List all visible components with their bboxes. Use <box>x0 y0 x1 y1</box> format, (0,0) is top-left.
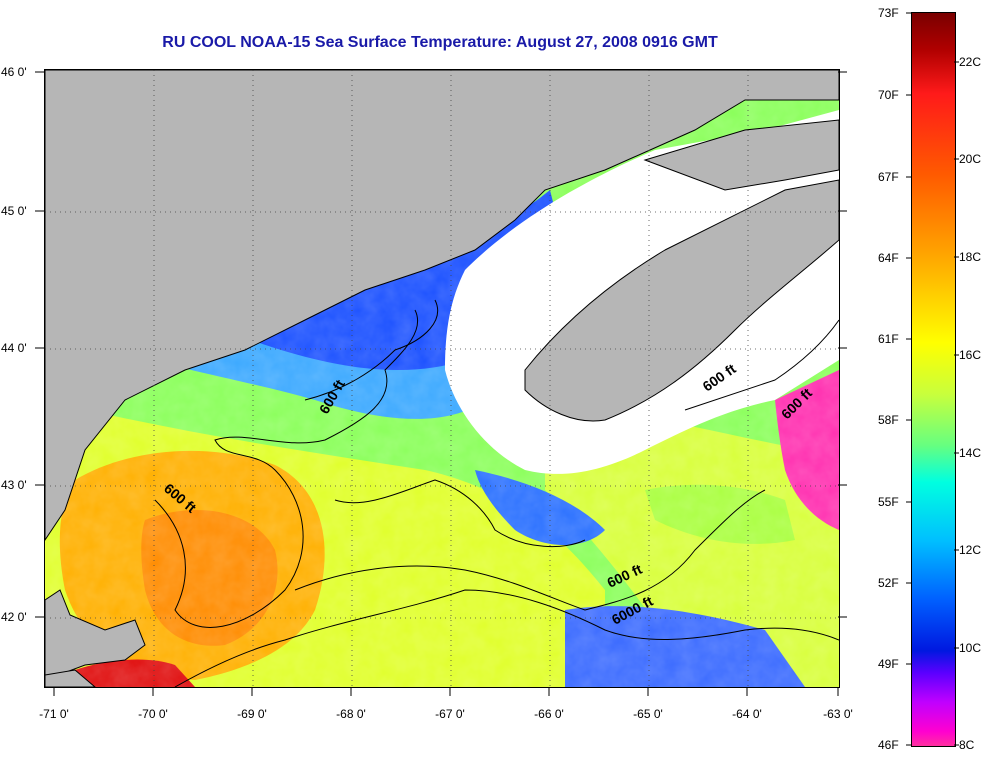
sst-map-canvas: 600 ft 600 ft 600 ft 600 ft 600 ft 6000 … <box>45 70 839 687</box>
colorbar-ticks <box>906 12 959 746</box>
land-nova-scotia <box>524 179 839 422</box>
lon-label: -68 0' <box>336 707 366 721</box>
colorbar-label-f: 61F <box>878 332 899 346</box>
colorbar-label-f: 52F <box>878 576 899 590</box>
temperature-colorbar <box>911 12 956 747</box>
colorbar-label-c: 8C <box>959 738 975 752</box>
colorbar-label-c: 12C <box>959 543 982 557</box>
lon-label: -70 0' <box>138 707 168 721</box>
colorbar-label-f: 49F <box>878 657 899 671</box>
colorbar-label-c: 18C <box>959 250 982 264</box>
sst-map: 600 ft 600 ft 600 ft 600 ft 600 ft 6000 … <box>44 69 840 688</box>
lat-label: 44 0' <box>1 341 27 355</box>
colorbar-label-c: 10C <box>959 641 982 655</box>
lat-label: 42 0' <box>1 610 27 624</box>
land-new-brunswick <box>643 119 839 191</box>
colorbar-label-c: 14C <box>959 446 982 460</box>
lat-label: 45 0' <box>1 204 27 218</box>
lat-label: 43 0' <box>1 478 27 492</box>
lon-label: -71 0' <box>39 707 69 721</box>
colorbar-label-c: 22C <box>959 55 982 69</box>
colorbar-label-f: 58F <box>878 413 899 427</box>
colorbar-label-c: 16C <box>959 348 982 362</box>
lon-label: -65 0' <box>633 707 663 721</box>
map-title: RU COOL NOAA-15 Sea Surface Temperature:… <box>162 34 718 51</box>
lon-label: -63 0' <box>823 707 853 721</box>
lon-label: -67 0' <box>435 707 465 721</box>
axis-ticks <box>35 71 847 696</box>
land-maine <box>45 70 839 541</box>
colorbar-label-f: 70F <box>878 88 899 102</box>
lon-label: -64 0' <box>732 707 762 721</box>
colorbar-label-f: 64F <box>878 251 899 265</box>
lon-label: -69 0' <box>237 707 267 721</box>
land-islands <box>45 669 96 687</box>
colorbar-label-f: 67F <box>878 170 899 184</box>
colorbar-label-c: 20C <box>959 152 982 166</box>
colorbar-label-f: 55F <box>878 495 899 509</box>
colorbar-label-f: 46F <box>878 738 899 752</box>
lon-label: -66 0' <box>534 707 564 721</box>
bathymetry-contours <box>154 299 839 687</box>
lat-label: 46 0' <box>1 65 27 79</box>
colorbar-label-f: 73F <box>878 6 899 20</box>
